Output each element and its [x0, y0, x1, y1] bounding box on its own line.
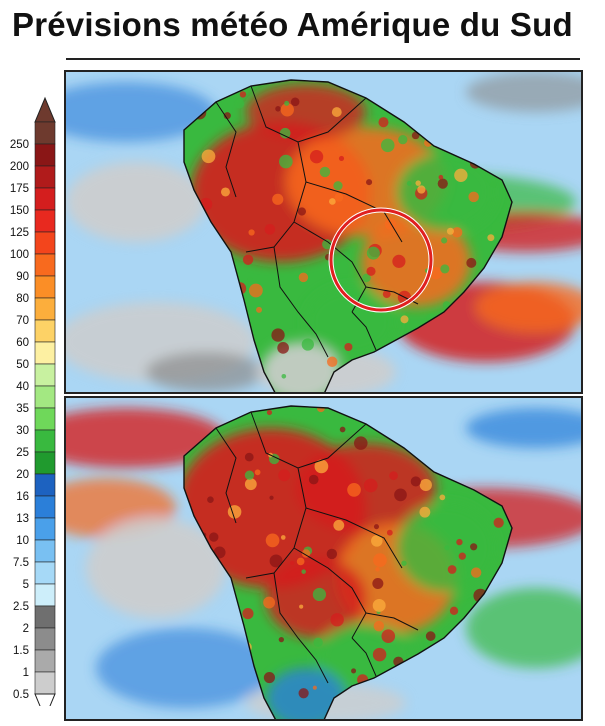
legend-label: 80: [16, 293, 29, 305]
legend-swatch: [34, 231, 56, 255]
legend-label: 10: [16, 535, 29, 547]
legend-label: 250: [10, 139, 29, 151]
legend-swatch: [34, 385, 56, 409]
legend-label: 100: [10, 249, 29, 261]
legend-label: 2.5: [13, 601, 29, 613]
legend-label: 7.5: [13, 557, 29, 569]
title-underline: [66, 58, 580, 60]
precipitation-legend: 250 200 175 150 125 100 90 80 70 60 50 40 35 30 25 20 16…: [0, 96, 64, 720]
legend-swatch: [34, 605, 56, 629]
legend-label: 60: [16, 337, 29, 349]
legend-swatch: [34, 429, 56, 453]
legend-swatch: [34, 209, 56, 233]
legend-swatch: [34, 583, 56, 607]
legend-swatch: [34, 319, 56, 343]
page-title: Prévisions météo Amérique du Sud: [12, 6, 573, 43]
legend-label: 150: [10, 205, 29, 217]
legend-swatch: [34, 495, 56, 519]
legend-swatch: [34, 297, 56, 321]
legend-label: 5: [23, 579, 29, 591]
legend-swatch: [34, 451, 56, 475]
legend-label: 200: [10, 161, 29, 173]
legend-label: 0.5: [13, 689, 29, 701]
map-bottom-canvas: [66, 398, 581, 719]
legend-label: 25: [16, 447, 29, 459]
legend-swatch: [34, 517, 56, 541]
map-top-canvas: [66, 72, 581, 392]
legend-swatch: [34, 561, 56, 585]
land-precip-field: [184, 81, 510, 392]
legend-label: 1: [23, 667, 29, 679]
map-panel-top: [64, 70, 583, 394]
legend-label: 70: [16, 315, 29, 327]
legend-swatch: [34, 121, 56, 145]
legend-swatch: [34, 407, 56, 431]
legend-label: 30: [16, 425, 29, 437]
highlight-ring: [329, 208, 433, 312]
legend-label: 20: [16, 469, 29, 481]
legend-label: 125: [10, 227, 29, 239]
legend-label: 175: [10, 183, 29, 195]
legend-swatch: [34, 649, 56, 673]
legend-bottom-arrow: [34, 693, 56, 720]
legend-swatch: [34, 165, 56, 189]
legend-swatch: [34, 187, 56, 211]
legend-label: 2: [23, 623, 29, 635]
legend-label: 35: [16, 403, 29, 415]
legend-swatch: [34, 363, 56, 387]
legend-swatch: [34, 473, 56, 497]
legend-label: 1.5: [13, 645, 29, 657]
legend-top-arrow: [34, 96, 56, 123]
country-borders: [183, 79, 513, 392]
legend-swatch: [34, 671, 56, 695]
legend-swatch: [34, 539, 56, 563]
legend-swatch: [34, 341, 56, 365]
legend-label: 40: [16, 381, 29, 393]
legend-label: 13: [16, 513, 29, 525]
map-panel-bottom: [64, 396, 583, 721]
legend-swatch: [34, 627, 56, 651]
legend-colorbar: 2502001751501251009080706050403530252016…: [10, 96, 56, 720]
legend-label: 16: [16, 491, 29, 503]
legend-label: 90: [16, 271, 29, 283]
legend-swatch: [34, 275, 56, 299]
legend-swatch: [34, 143, 56, 167]
legend-label: 50: [16, 359, 29, 371]
legend-swatch: [34, 253, 56, 277]
country-borders: [183, 405, 513, 719]
